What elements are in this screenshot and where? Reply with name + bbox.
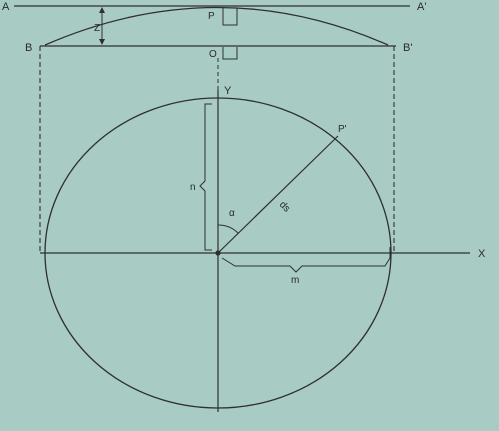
z-arrow-top-icon bbox=[99, 7, 105, 13]
z-arrow-bottom-icon bbox=[99, 39, 105, 45]
o-marker bbox=[222, 47, 238, 60]
label-b-prime: B' bbox=[403, 42, 412, 54]
center-point bbox=[215, 250, 221, 256]
p-right-angle-marker bbox=[222, 8, 238, 26]
alpha-angle-arc bbox=[217, 224, 239, 234]
label-a: A bbox=[2, 1, 10, 13]
label-ds: ds bbox=[277, 199, 292, 214]
label-p-prime: P' bbox=[338, 124, 347, 135]
label-m: m bbox=[291, 275, 299, 286]
label-alpha: α bbox=[229, 208, 235, 219]
label-p: P bbox=[208, 11, 215, 22]
label-z: Z bbox=[94, 23, 100, 34]
label-x: X bbox=[478, 248, 486, 260]
radius-ds-line bbox=[217, 135, 339, 254]
label-y: Y bbox=[224, 85, 232, 97]
m-bracket bbox=[221, 257, 391, 273]
label-o: O bbox=[209, 49, 217, 60]
arc-b-b-prime bbox=[44, 6, 389, 46]
label-n: n bbox=[190, 182, 196, 193]
label-b: B bbox=[25, 42, 32, 54]
n-bracket bbox=[199, 103, 212, 251]
label-a-prime: A' bbox=[417, 1, 426, 13]
